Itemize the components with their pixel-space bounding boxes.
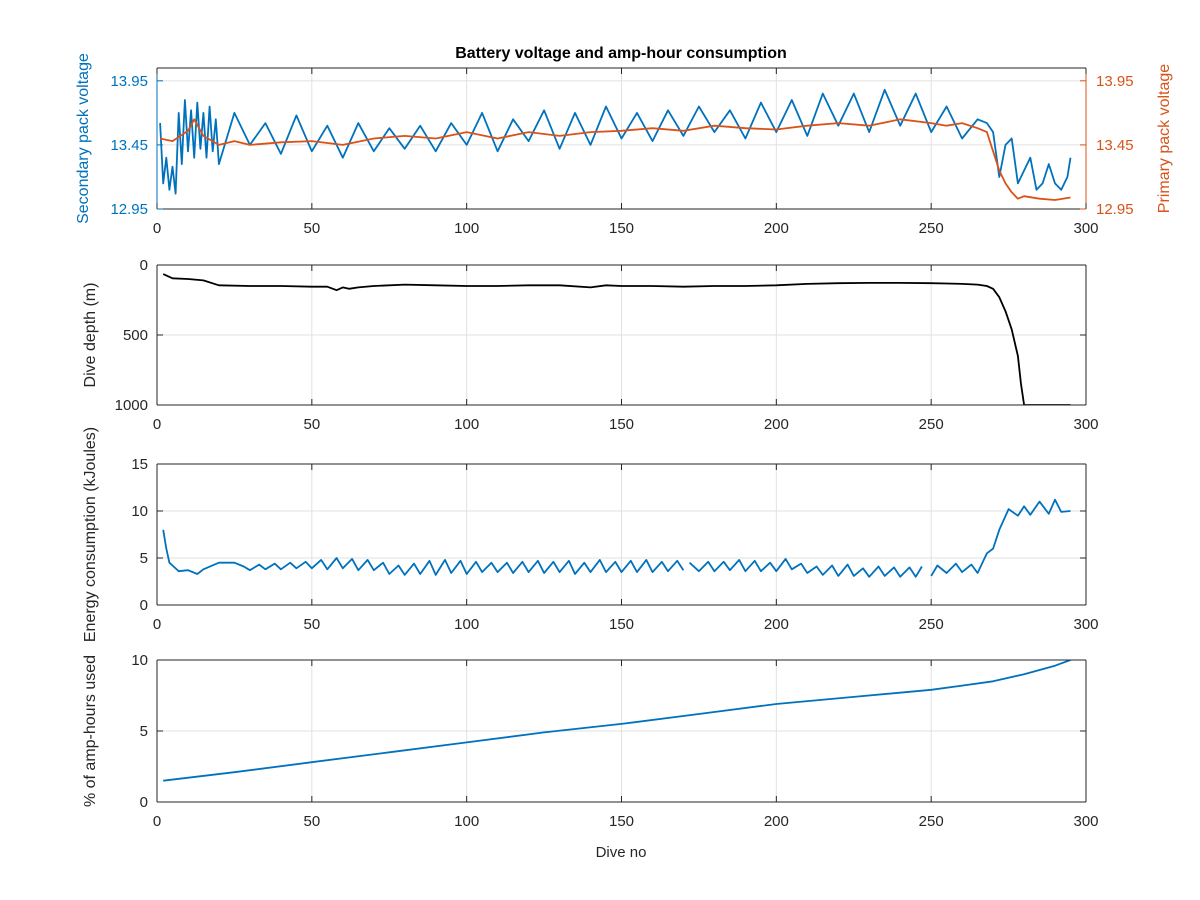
y-tick-label: 1000	[115, 397, 148, 414]
y-tick-label: 10	[131, 503, 148, 520]
x-tick-label: 0	[153, 813, 161, 830]
y-tick-label: 13.45	[110, 137, 148, 154]
y-tick-label: 13.95	[110, 73, 148, 90]
x-tick-label: 0	[153, 220, 161, 237]
x-tick-label: 0	[153, 416, 161, 433]
x-tick-label: 300	[1073, 416, 1098, 433]
y-right-axis-label: Primary pack voltage	[1156, 64, 1173, 213]
x-tick-label: 250	[919, 416, 944, 433]
x-tick-label: 100	[454, 813, 479, 830]
x-axis-label-bottom: Dive no	[596, 844, 647, 861]
y-tick-label: 0	[140, 597, 148, 614]
y-right-tick-label: 13.95	[1096, 73, 1134, 90]
x-tick-label: 150	[609, 220, 634, 237]
x-tick-label: 250	[919, 220, 944, 237]
x-tick-label: 50	[303, 813, 320, 830]
y-right-tick-label: 12.95	[1096, 201, 1134, 218]
x-tick-label: 100	[454, 616, 479, 633]
plots: 0 50 100 150 200 250 30012.9513.4513.9512.9513…	[75, 53, 1173, 830]
panel-3: 0 50 100 150 200 250 300 0 5 10 15 Energy consumpti…	[82, 427, 1099, 642]
x-tick-label: 300	[1073, 616, 1098, 633]
chart-title: Battery voltage and amp-hour consumption	[455, 45, 787, 62]
y-tick-label: 5	[140, 550, 148, 567]
y-tick-label: 12.95	[110, 201, 148, 218]
y-tick-label: 15	[131, 456, 148, 473]
x-tick-label: 100	[454, 220, 479, 237]
panel-1: 0 50 100 150 200 250 300 12.95 13.45 13.95 12.95 13…	[75, 53, 1173, 237]
x-tick-label: 200	[764, 616, 789, 633]
x-tick-label: 200	[764, 813, 789, 830]
x-tick-label: 200	[764, 220, 789, 237]
x-tick-label: 150	[609, 416, 634, 433]
x-tick-label: 50	[303, 416, 320, 433]
y-tick-label: 0	[140, 257, 148, 274]
x-tick-label: 250	[919, 616, 944, 633]
series-line-1	[162, 498, 1071, 578]
series-line-2	[159, 118, 1071, 201]
x-tick-label: 300	[1073, 220, 1098, 237]
y-axis-label: Dive depth (m)	[82, 283, 99, 388]
x-tick-label: 250	[919, 813, 944, 830]
y-axis-label: Secondary pack voltage	[75, 53, 92, 224]
x-tick-label: 50	[303, 220, 320, 237]
series-line-1	[163, 660, 1071, 782]
series-line-1	[162, 273, 1071, 405]
panel-2: 0 50 100 150 200 250 300 0 500 1000 Dive depth (m)	[82, 257, 1099, 433]
y-axis-label: Energy consumption (kJoules)	[82, 427, 99, 642]
x-tick-label: 0	[153, 616, 161, 633]
y-tick-label: 5	[140, 723, 148, 740]
x-tick-label: 150	[609, 616, 634, 633]
x-tick-label: 50	[303, 616, 320, 633]
y-tick-label: 500	[123, 327, 148, 344]
x-tick-label: 100	[454, 416, 479, 433]
y-tick-label: 0	[140, 794, 148, 811]
y-right-tick-label: 13.45	[1096, 137, 1134, 154]
y-axis-label: % of amp-hours used	[82, 655, 99, 807]
panel-4: 0 50 100 150 200 250 300 0 5 10 % of amp-hours use…	[82, 652, 1099, 830]
x-tick-label: 150	[609, 813, 634, 830]
x-tick-label: 200	[764, 416, 789, 433]
x-tick-label: 300	[1073, 813, 1098, 830]
y-tick-label: 10	[131, 652, 148, 669]
series-line-1	[159, 88, 1072, 195]
